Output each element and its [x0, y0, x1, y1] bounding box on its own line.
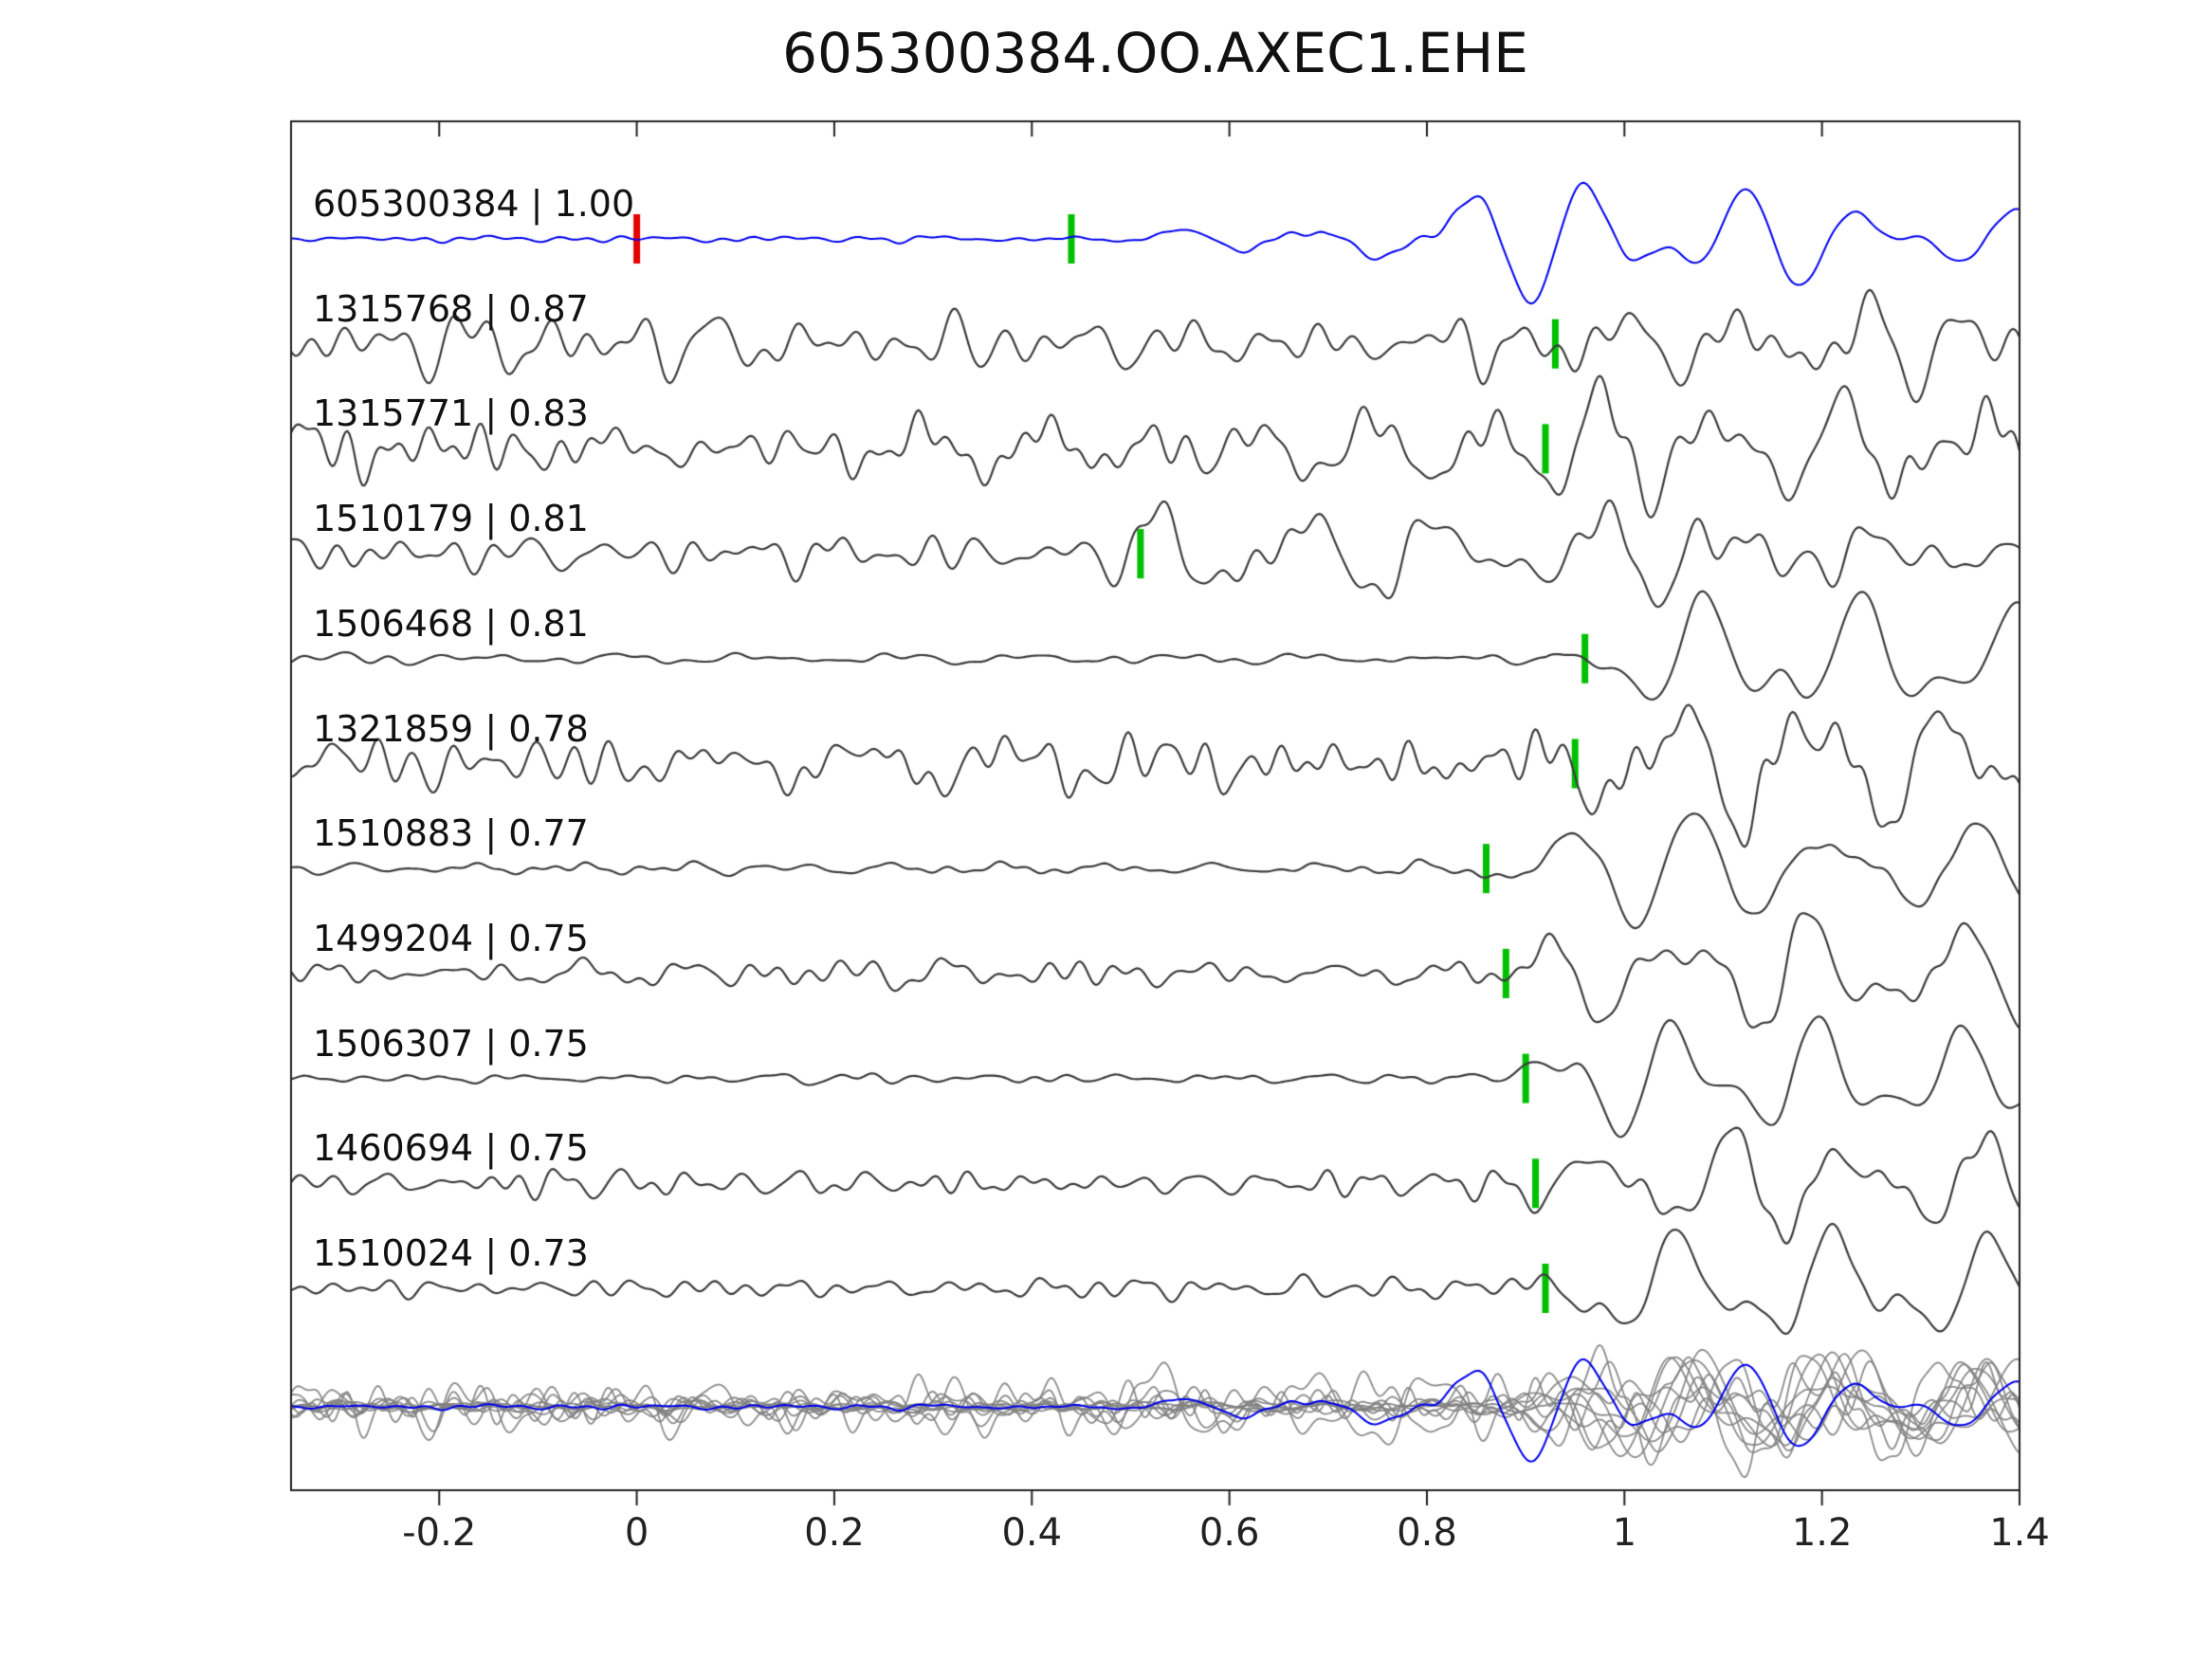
figure-title: 605300384.OO.AXEC1.EHE — [782, 21, 1528, 85]
